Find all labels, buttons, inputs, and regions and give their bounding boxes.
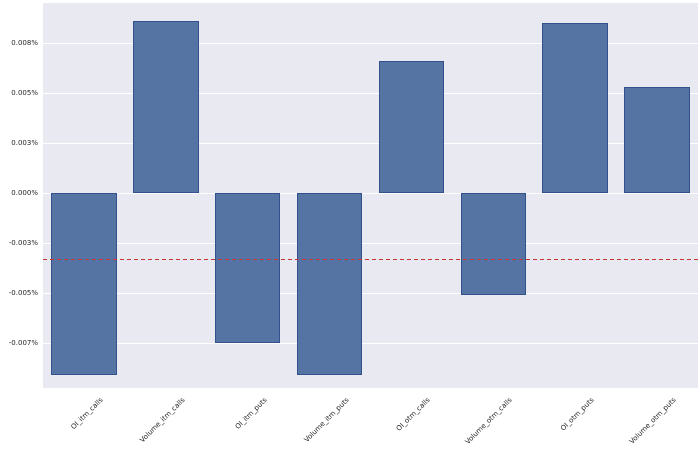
y-tick-label: 0.008% (11, 39, 38, 47)
gridline-y-6 (43, 343, 698, 344)
bar-Volume_itm_puts (296, 193, 363, 375)
x-tick-label-OI_itm_puts: OI_itm_puts (233, 396, 269, 431)
reference-line (43, 259, 698, 260)
y-tick-label: -0.007% (8, 339, 38, 347)
x-tick-label-Volume_otm_calls: Volume_otm_calls (464, 396, 514, 446)
gridline-y-1 (43, 93, 698, 94)
x-tick-label-OI_otm_puts: OI_otm_puts (559, 396, 596, 433)
y-tick-label: -0.005% (8, 289, 38, 297)
x-tick-label-Volume_itm_calls: Volume_itm_calls (138, 396, 187, 445)
x-tick-label-OI_itm_calls: OI_itm_calls (69, 396, 105, 432)
bar-OI_itm_calls (51, 193, 117, 375)
bar-OI_otm_puts (542, 23, 608, 193)
bar-Volume_itm_calls (133, 21, 199, 193)
gridline-y-5 (43, 293, 698, 294)
x-tick-label-Volume_otm_puts: Volume_otm_puts (628, 396, 678, 446)
x-tick-label-Volume_itm_puts: Volume_itm_puts (302, 396, 351, 444)
bar-OI_otm_calls (378, 61, 445, 193)
x-tick-label-OI_otm_calls: OI_otm_calls (395, 396, 433, 433)
bar-OI_itm_puts (214, 193, 281, 343)
bar-Volume_otm_calls (460, 193, 527, 295)
gridline-y-2 (43, 143, 698, 144)
y-tick-label: 0.003% (11, 139, 38, 147)
gridline-y-4 (43, 243, 698, 244)
gridline-y-3 (43, 193, 698, 194)
y-tick-label: 0.000% (11, 189, 38, 197)
bar-Volume_otm_puts (624, 87, 690, 193)
y-tick-label: 0.005% (11, 89, 38, 97)
y-tick-label: -0.003% (8, 239, 38, 247)
gridline-y-0 (43, 43, 698, 44)
plot-area (43, 3, 698, 388)
